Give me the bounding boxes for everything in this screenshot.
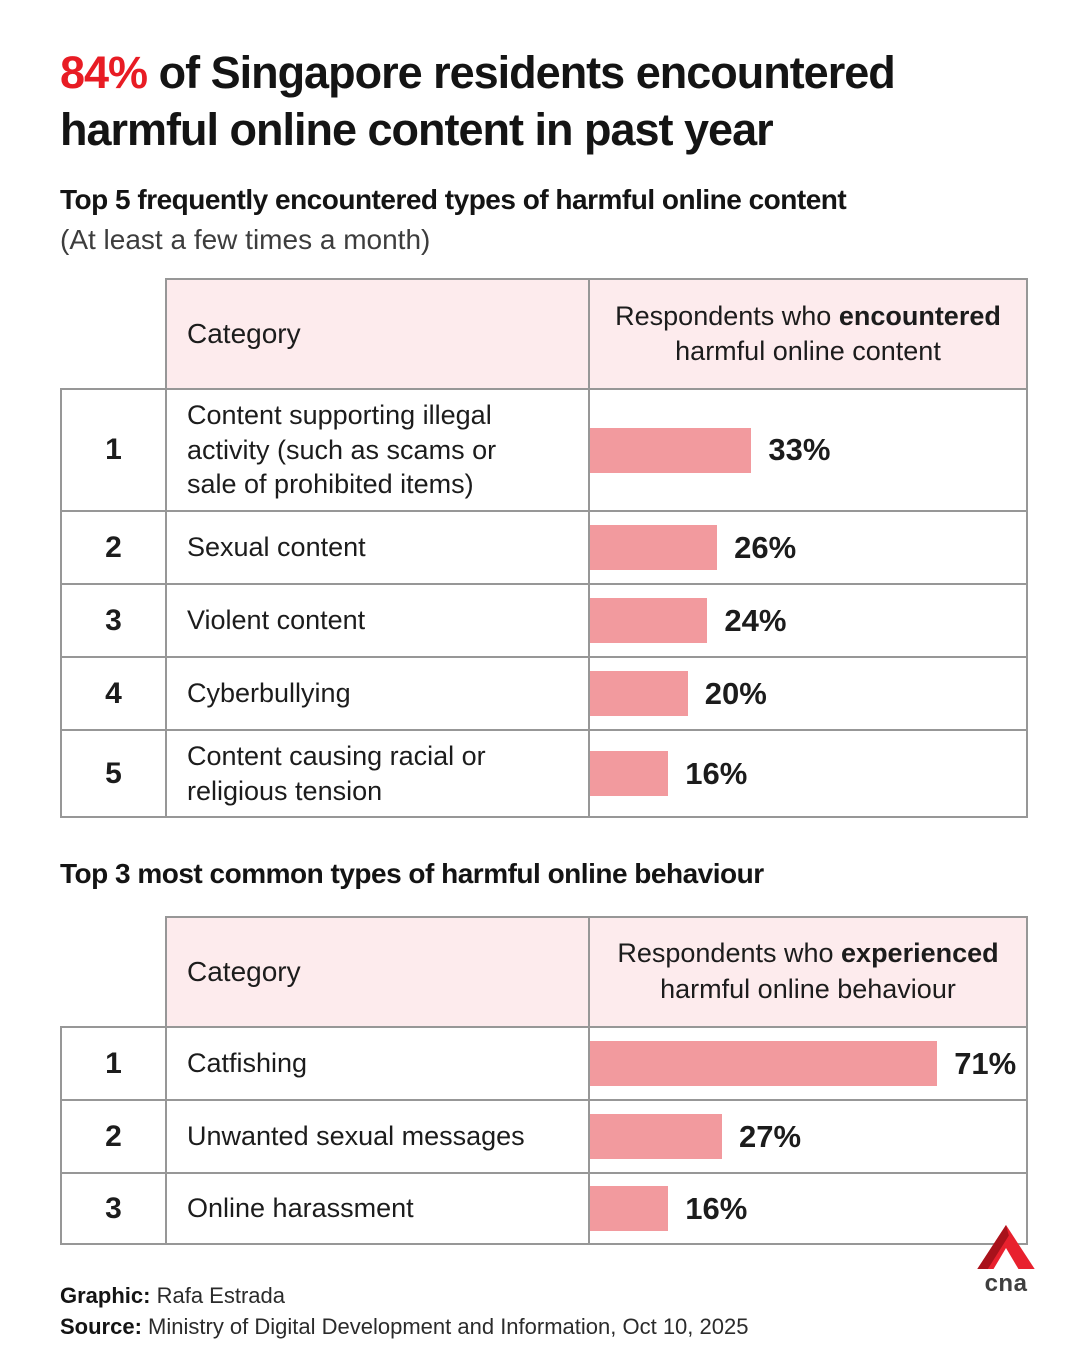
table-row: 1 Catfishing 71% [60, 1026, 1028, 1100]
bar-value-label: 16% [685, 755, 748, 791]
bar [590, 1114, 723, 1160]
encountered-content-table: Category Respondents who encountered harm… [60, 278, 1028, 819]
bar-cell: 20% [588, 656, 1028, 730]
section1-heading: Top 5 frequently encountered types of ha… [60, 184, 847, 216]
page-title: 84% of Singapore residents encountered h… [60, 45, 1028, 158]
rank-cell: 2 [60, 1099, 165, 1173]
bar [590, 671, 688, 717]
cna-logo: cna [974, 1225, 1038, 1298]
bar-value-label: 71% [954, 1045, 1017, 1081]
bar-value-label: 24% [724, 602, 787, 638]
bar [590, 1041, 938, 1087]
category-cell: Violent content [165, 583, 588, 657]
cna-logo-text: cna [984, 1270, 1028, 1297]
table-row: 1 Content supporting illegal activity (s… [60, 388, 1028, 511]
bar-value-label: 27% [739, 1118, 802, 1154]
category-cell: Content supporting illegal activity (suc… [165, 388, 588, 511]
cna-a-mark-icon [977, 1225, 1035, 1269]
source-line: Source: Ministry of Digital Development … [60, 1313, 749, 1339]
table-row: 2 Unwanted sexual messages 27% [60, 1099, 1028, 1173]
bar-value-label: 26% [734, 529, 797, 565]
table-header-row: Category Respondents who encountered harm… [60, 278, 1028, 389]
table-row: 4 Cyberbullying 20% [60, 656, 1028, 730]
table-row: 3 Online harassment 16% [60, 1172, 1028, 1246]
value-header-cell: Respondents who experienced harmful onlin… [588, 916, 1028, 1027]
rank-cell: 4 [60, 656, 165, 730]
title-highlight-percentage: 84% [60, 47, 148, 98]
rank-cell: 1 [60, 388, 165, 511]
title-rest: of Singapore residents encountered harmf… [60, 47, 896, 155]
table-row: 2 Sexual content 26% [60, 510, 1028, 584]
bar [590, 751, 669, 797]
value-header-text: Respondents who encountered harmful onlin… [615, 300, 1001, 367]
rank-cell: 1 [60, 1026, 165, 1100]
value-header-text: Respondents who experienced harmful onlin… [617, 938, 999, 1005]
value-header-cell: Respondents who encountered harmful onlin… [588, 278, 1028, 389]
bar-cell: 24% [588, 583, 1028, 657]
category-cell: Online harassment [165, 1172, 588, 1246]
category-cell: Catfishing [165, 1026, 588, 1100]
footer: Graphic: Rafa Estrada Source: Ministry o… [60, 1281, 1028, 1343]
table-header-row: Category Respondents who experienced harm… [60, 916, 1028, 1027]
category-cell: Content causing racial or religious tens… [165, 729, 588, 819]
category-cell: Unwanted sexual messages [165, 1099, 588, 1173]
rank-cell: 3 [60, 1172, 165, 1246]
graphic-credit-line: Graphic: Rafa Estrada [60, 1283, 285, 1309]
rank-header-cell [60, 916, 165, 1027]
bar-value-label: 33% [768, 432, 831, 468]
category-header-cell: Category [165, 278, 588, 389]
bar [590, 427, 752, 473]
experienced-behaviour-table: Category Respondents who experienced harm… [60, 916, 1028, 1246]
bar-cell: 33% [588, 388, 1028, 511]
rank-header-cell [60, 278, 165, 389]
bar-value-label: 16% [685, 1190, 748, 1226]
table-row: 3 Violent content 24% [60, 583, 1028, 657]
bar-value-label: 20% [704, 675, 767, 711]
bar [590, 598, 708, 644]
bar-cell: 16% [588, 729, 1028, 819]
category-header-cell: Category [165, 916, 588, 1027]
category-cell: Sexual content [165, 510, 588, 584]
bar [590, 525, 718, 571]
bar-cell: 27% [588, 1099, 1028, 1173]
category-cell: Cyberbullying [165, 656, 588, 730]
section1-subheading: (At least a few times a month) [60, 224, 431, 256]
section2-heading: Top 3 most common types of harmful onlin… [60, 858, 764, 890]
rank-cell: 3 [60, 583, 165, 657]
bar-cell: 16% [588, 1172, 1028, 1246]
table-row: 5 Content causing racial or religious te… [60, 729, 1028, 819]
rank-cell: 2 [60, 510, 165, 584]
bar-cell: 26% [588, 510, 1028, 584]
bar-cell: 71% [588, 1026, 1028, 1100]
bar [590, 1186, 669, 1232]
rank-cell: 5 [60, 729, 165, 819]
